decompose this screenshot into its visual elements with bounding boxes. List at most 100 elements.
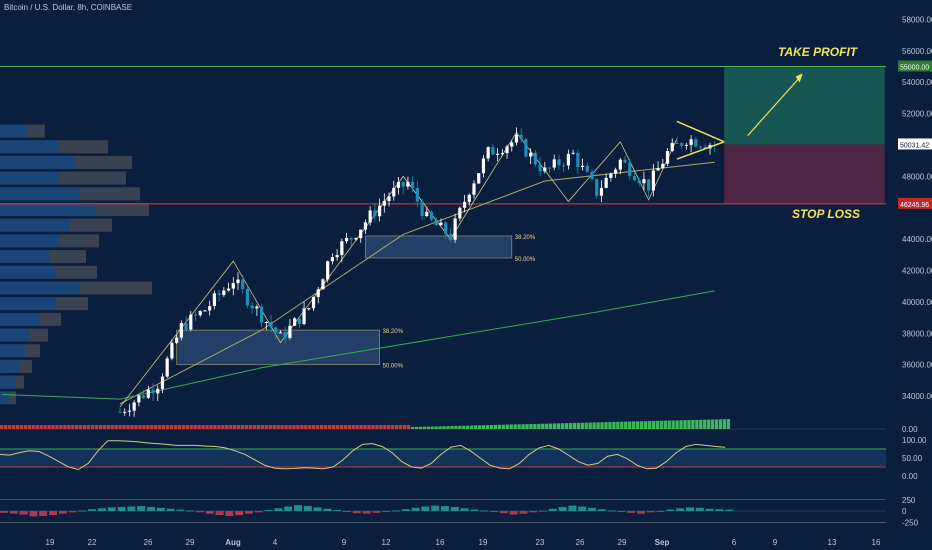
- candle-body: [462, 201, 467, 208]
- volume-bar: [134, 425, 138, 429]
- indicator-tick-label: 100.00: [902, 436, 927, 445]
- target-arrow: [747, 77, 801, 136]
- candle-body: [344, 238, 349, 242]
- histogram-bar: [646, 511, 655, 513]
- moving-averages: [1, 161, 715, 405]
- histogram-bar: [401, 509, 410, 511]
- volume-bar: [470, 425, 474, 429]
- volume-profile-bar: [75, 155, 132, 169]
- time-tick-label: 29: [618, 538, 627, 547]
- volume-bar: [722, 419, 727, 429]
- candle-body: [618, 159, 622, 170]
- volume-profile-bar: [25, 344, 40, 358]
- candle-body: [670, 142, 674, 151]
- oscillator-band: [0, 449, 886, 467]
- volume-bar: [477, 425, 482, 429]
- volume-bar: [272, 425, 276, 429]
- volume-bar: [27, 425, 31, 429]
- histogram-bar: [352, 511, 361, 514]
- volume-bar: [410, 426, 415, 429]
- volume-bar: [707, 419, 711, 429]
- volume-bar: [90, 425, 95, 429]
- volume-bar: [391, 425, 395, 429]
- candle-body: [283, 332, 287, 338]
- volume-bar: [240, 425, 245, 429]
- candle-body: [293, 318, 297, 326]
- volume-bar: [82, 425, 87, 429]
- volume-bar: [161, 425, 166, 429]
- volume-profile-bar: [30, 328, 48, 342]
- volume-bar: [588, 422, 592, 429]
- histogram-bar: [156, 507, 165, 511]
- volume-bar: [671, 420, 675, 429]
- volume-bar: [422, 426, 426, 429]
- price-tick-label: 42000.00: [902, 266, 932, 275]
- volume-bar: [608, 422, 612, 429]
- candle-body: [632, 176, 637, 181]
- histogram-bar: [588, 507, 596, 511]
- histogram-bar: [460, 508, 469, 511]
- time-tick-label: 23: [536, 538, 545, 547]
- candle-body: [496, 153, 500, 155]
- volume-bar: [312, 425, 316, 429]
- volume-bar: [264, 425, 268, 429]
- histogram-bar: [431, 505, 440, 511]
- volume-bar: [691, 419, 695, 429]
- volume-profile-bar: [80, 281, 152, 295]
- histogram-bar: [215, 511, 224, 516]
- volume-bar: [67, 425, 71, 429]
- time-tick-label: 9: [342, 538, 347, 547]
- candle-body: [349, 238, 353, 240]
- volume-bar: [387, 425, 391, 429]
- histogram-bar: [166, 508, 175, 511]
- volume-bar: [335, 425, 340, 429]
- volume-bar: [260, 425, 264, 429]
- volume-profile-bar: [0, 250, 50, 264]
- volume-profile-bar: [0, 375, 15, 389]
- price-tag: [898, 60, 932, 72]
- volume-bar: [458, 425, 462, 429]
- histogram-bar: [196, 511, 204, 513]
- volume-bar: [564, 423, 569, 429]
- volume-profile-bar: [0, 187, 80, 201]
- candle-body: [316, 289, 320, 298]
- candle-body: [269, 321, 273, 328]
- volume-bar: [533, 423, 537, 429]
- volume-bar: [102, 425, 106, 429]
- volume-bar: [300, 425, 304, 429]
- candle-body: [302, 308, 306, 324]
- volume-profile-bar: [0, 140, 60, 154]
- volume-bar: [604, 422, 608, 429]
- volume-profile-bar: [0, 155, 75, 169]
- volume-bar: [0, 425, 4, 429]
- candle-body: [661, 163, 665, 169]
- volume-bar: [402, 425, 407, 429]
- candle-body: [245, 288, 250, 306]
- volume-profile-bar: [80, 187, 140, 201]
- volume-bar: [450, 425, 454, 429]
- candle-body: [274, 327, 278, 333]
- histogram-bar: [0, 511, 8, 513]
- volume-bar: [414, 426, 419, 429]
- histogram-bar: [117, 506, 126, 511]
- histogram-bar: [303, 506, 312, 511]
- volume-bar: [209, 425, 213, 429]
- volume-bar: [635, 421, 640, 429]
- price-tag: [898, 138, 932, 150]
- time-axis[interactable]: 19 22 26 29 Aug 4 9 12 16 19 23 26 29 Sep 6 9 13 16: [46, 538, 881, 547]
- candle-body: [231, 283, 235, 289]
- price-axis[interactable]: 58000.0056000.0054000.0052000.0050000.00…: [898, 15, 932, 527]
- volume-bar: [651, 420, 656, 429]
- candle-body: [425, 211, 429, 217]
- histogram-bar: [666, 509, 675, 511]
- volume-bar: [541, 423, 545, 429]
- volume-bar: [86, 425, 91, 429]
- volume-bar: [268, 425, 272, 429]
- volume-bar: [138, 425, 142, 429]
- histogram-bar: [480, 510, 489, 512]
- candle-body: [576, 152, 580, 167]
- histogram-bar: [235, 511, 244, 516]
- volume-bar: [39, 425, 43, 429]
- take-profit-zone: [724, 66, 885, 145]
